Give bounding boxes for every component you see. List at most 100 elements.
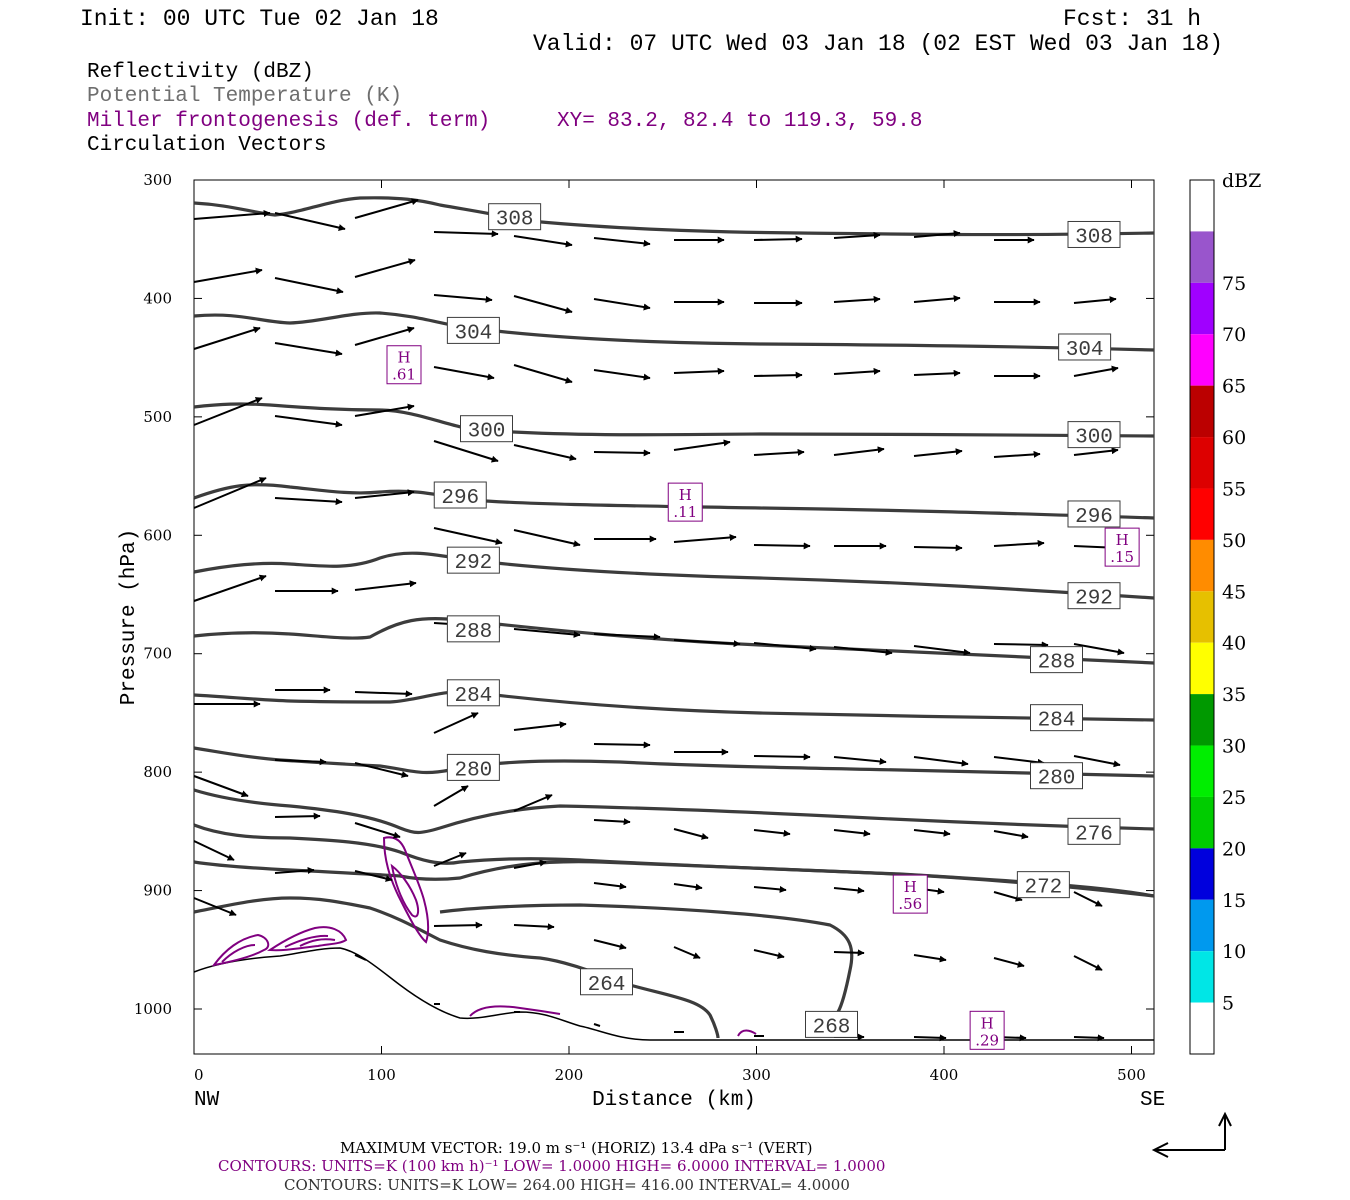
circulation-vector — [913, 295, 961, 303]
legend-theta: Potential Temperature (K) — [87, 85, 402, 108]
circulation-vector — [753, 829, 791, 837]
miller-contour-6 — [284, 934, 329, 948]
circulation-vector — [673, 639, 741, 648]
circulation-vector — [433, 230, 499, 238]
circulation-vector — [513, 794, 553, 812]
colorbar-frame — [1189, 179, 1215, 1055]
theta-label-box — [1067, 500, 1121, 528]
circulation-vector — [1073, 365, 1119, 377]
circulation-vector — [1073, 891, 1103, 907]
circulation-vector — [593, 237, 651, 247]
maximum-value: .15 — [1110, 548, 1134, 566]
colorbar-label: 35 — [1222, 684, 1246, 706]
theta-label-box — [460, 415, 513, 443]
circulation-vector — [354, 198, 419, 219]
circulation-vector — [513, 364, 573, 384]
theta-label: 276 — [1067, 817, 1121, 846]
theta-label-box — [1030, 762, 1083, 790]
circulation-vector — [433, 294, 493, 303]
circulation-vector — [433, 785, 469, 807]
maximum-label: H — [981, 1014, 994, 1032]
theta-contour-300 — [193, 402, 1155, 438]
theta-label-text: 264 — [588, 974, 626, 997]
plot-frame — [193, 179, 1155, 1055]
theta-contours-text: CONTOURS: UNITS=K LOW= 264.00 HIGH= 416.… — [284, 1176, 850, 1194]
circulation-vector — [1073, 1034, 1105, 1042]
theta-label-box — [446, 546, 500, 574]
theta-contour-284 — [193, 690, 1155, 722]
theta-label-box — [488, 203, 542, 231]
colorbar: 5 10 15 20 25 30 35 40 45 50 55 60 65 70 75 dBZ — [1189, 170, 1261, 1055]
circulation-vector — [753, 642, 817, 652]
short-vectors — [354, 954, 764, 1037]
theta-label: 280 — [1030, 762, 1083, 791]
frontogenesis-maximum: H.11 — [667, 482, 703, 522]
circulation-vectors — [193, 198, 1125, 1042]
theta-label-text: 276 — [1075, 823, 1113, 846]
legend-miller: Miller frontogenesis (def. term) — [87, 110, 490, 133]
miller-contour-8 — [469, 1005, 561, 1017]
y-tick-label: 900 — [143, 882, 172, 900]
circulation-vector — [433, 527, 503, 546]
circulation-vector — [274, 277, 344, 295]
circulation-vector — [513, 859, 547, 869]
colorbar-segment — [1190, 385, 1214, 438]
x-tick-label: 0 — [194, 1066, 204, 1084]
circulation-vector — [193, 267, 263, 283]
theta-label-text: 292 — [1075, 588, 1113, 611]
colorbar-label: 20 — [1222, 838, 1246, 860]
x-end-label-nw: NW — [194, 1089, 220, 1112]
maximum-value: .29 — [975, 1031, 999, 1049]
theta-contour-276 — [193, 788, 1155, 835]
theta-label: 308 — [488, 203, 542, 232]
circulation-vector — [673, 367, 725, 375]
legend-xy: XY= 83.2, 82.4 to 119.3, 59.8 — [557, 110, 922, 133]
theta-label-box — [446, 753, 500, 781]
circulation-vector — [993, 891, 1023, 902]
circulation-vector — [913, 829, 951, 837]
colorbar-segment — [1190, 180, 1214, 232]
circulation-vector — [673, 883, 703, 891]
theta-label-box — [580, 968, 633, 996]
colorbar-segment — [1190, 899, 1214, 952]
circulation-vector — [913, 1034, 947, 1042]
circulation-vector — [513, 721, 567, 731]
colorbar-label: 25 — [1222, 787, 1246, 809]
theta-label: 304 — [1058, 333, 1112, 362]
theta-label-text: 304 — [454, 322, 492, 345]
theta-label: 268 — [805, 1010, 858, 1039]
circulation-vector — [593, 449, 651, 457]
colorbar-segment — [1190, 539, 1214, 592]
circulation-vector — [513, 923, 555, 931]
circulation-vector — [354, 403, 415, 417]
theta-label: 284 — [1030, 704, 1083, 733]
x-end-label-se: SE — [1140, 1089, 1165, 1112]
colorbar-label: 45 — [1222, 581, 1246, 603]
theta-label-text: 296 — [1075, 506, 1113, 529]
init-time: Init: 00 UTC Tue 02 Jan 18 — [80, 6, 439, 32]
circulation-vector — [753, 448, 805, 456]
x-axis-title: Distance (km) — [592, 1089, 756, 1112]
circulation-vector — [753, 885, 787, 893]
colorbar-segment — [1190, 1002, 1214, 1054]
circulation-vector — [993, 450, 1041, 458]
theta-label-text: 284 — [454, 685, 492, 708]
y-tick-label: 500 — [143, 408, 172, 426]
circulation-vector — [593, 882, 627, 890]
y-tick-label: 300 — [143, 171, 172, 189]
circulation-vector — [513, 295, 573, 314]
theta-label: 284 — [446, 679, 500, 708]
circulation-vector — [753, 371, 803, 379]
y-tick-label: 1000 — [134, 1000, 172, 1018]
colorbar-label: 60 — [1222, 427, 1246, 449]
maximum-label: H — [1116, 531, 1129, 549]
reference-vector-icon — [1151, 1111, 1232, 1158]
circulation-vector — [833, 829, 871, 837]
circulation-vector — [193, 397, 263, 426]
colorbar-segment — [1190, 848, 1214, 900]
theta-contour-304 — [193, 311, 1155, 352]
circulation-vector — [274, 812, 321, 820]
theta-label-text: 280 — [454, 759, 492, 782]
colorbar-segment — [1190, 745, 1214, 797]
